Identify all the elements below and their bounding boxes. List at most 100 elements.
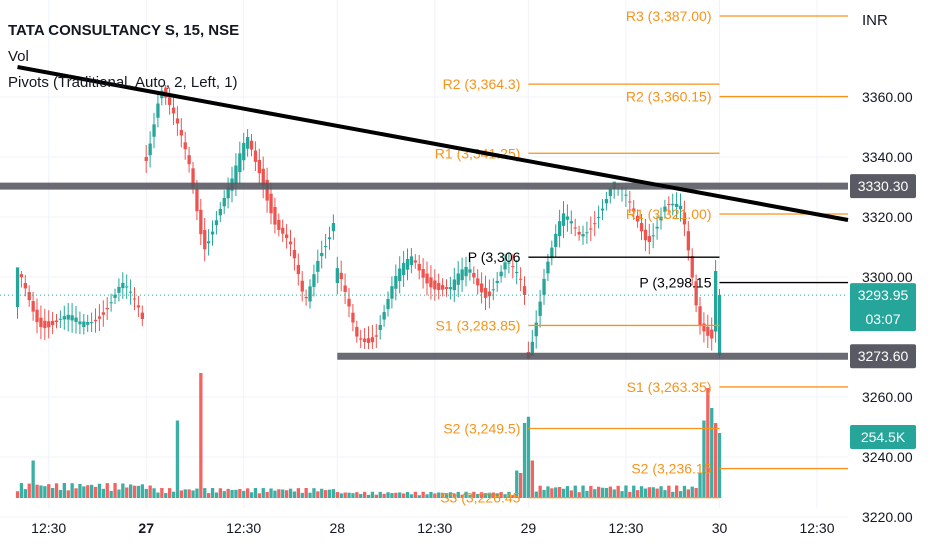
candle-body: [717, 295, 722, 355]
candle-body: [214, 220, 219, 226]
volume-bar: [682, 485, 687, 498]
volume-bar: [460, 494, 464, 498]
volume-bar: [246, 488, 250, 498]
resistance-price-badge-bg: [850, 174, 916, 199]
volume-bar: [15, 491, 20, 498]
y-tick-label: 3340.00: [862, 149, 913, 165]
last-price-badge-text: 3293.95: [858, 287, 909, 303]
candle-body: [66, 314, 70, 320]
volume-bar: [160, 488, 164, 498]
candle-body: [405, 258, 410, 270]
candle-body: [460, 269, 464, 281]
candle-body: [101, 312, 105, 315]
volume-bar: [577, 492, 581, 498]
volume-bar: [480, 492, 484, 498]
candle-body: [643, 229, 648, 241]
candle-body: [534, 322, 538, 337]
candle-body: [253, 150, 258, 162]
volume-bar: [612, 489, 616, 498]
candle-body: [507, 262, 511, 264]
volume-bar: [491, 492, 495, 498]
candle-body: [179, 130, 183, 136]
candle-body: [125, 286, 129, 288]
volume-bar: [300, 492, 304, 498]
volume-bar: [281, 489, 285, 498]
volume-bar: [444, 493, 449, 498]
volume-bar: [604, 487, 609, 498]
volume-bar: [678, 491, 683, 498]
candle-body: [246, 137, 250, 149]
candle-body: [277, 219, 281, 230]
volume-bar: [66, 490, 70, 498]
candle-body: [78, 321, 82, 325]
symbol-title[interactable]: TATA CONSULTANCY S, 15, NSE: [8, 22, 240, 39]
candle-body: [304, 296, 308, 299]
candles: [15, 85, 722, 360]
volume-bar: [456, 491, 460, 498]
candle-body: [191, 168, 195, 188]
candle-body: [503, 262, 507, 270]
volume-bar: [335, 492, 339, 498]
volume-bar: [261, 488, 265, 498]
candle-body: [542, 278, 546, 295]
candle-body: [632, 208, 636, 212]
candle-body: [136, 305, 141, 308]
volume-bar: [643, 488, 648, 498]
candle-body: [409, 256, 414, 265]
volume-bar: [296, 488, 300, 498]
candle-body: [565, 216, 570, 220]
indicator-volume[interactable]: Vol: [8, 48, 29, 65]
candle-body: [288, 241, 293, 245]
candle-body: [546, 261, 550, 274]
indicator-pivots[interactable]: Pivots (Traditional, Auto, 2, Left, 1): [8, 74, 238, 91]
pivot-label: S1 (3,283.85): [436, 317, 521, 333]
candle-body: [195, 188, 199, 212]
volume-bar: [589, 485, 593, 498]
last-price-badge-bg: [850, 283, 916, 332]
trendline: [17, 65, 849, 222]
volume-bar: [659, 486, 663, 498]
y-tick-label: 3220.00: [862, 509, 913, 525]
candle-body: [140, 312, 144, 319]
candle-body: [171, 107, 176, 114]
volume-bar: [394, 492, 398, 498]
volume-bar: [647, 487, 651, 498]
volume-bar: [546, 486, 550, 498]
candle-body: [597, 217, 601, 219]
candle-body: [378, 324, 382, 330]
candle-body: [647, 236, 651, 243]
volume-bar: [710, 408, 714, 498]
candle-body: [265, 179, 269, 201]
last-volume-badge-text: 254.5K: [861, 429, 906, 445]
volume-bar: [511, 495, 515, 498]
volume-bar: [101, 488, 105, 498]
candle-body: [608, 189, 612, 197]
candle-body: [226, 187, 230, 199]
candle-body: [269, 193, 273, 214]
candle-body: [511, 266, 515, 268]
candle-body: [589, 228, 593, 230]
support-price-badge-text: 3273.60: [858, 348, 909, 364]
candle-body: [351, 312, 355, 323]
candle-body: [628, 201, 632, 203]
volume-bar: [164, 493, 168, 498]
candle-body: [109, 302, 113, 304]
candle-body: [456, 273, 460, 285]
volume-bar: [273, 490, 277, 498]
candle-body: [452, 279, 456, 291]
candle-body: [694, 281, 698, 306]
candle-body: [355, 326, 359, 337]
volume-bar: [628, 491, 632, 498]
candle-body: [581, 234, 585, 237]
volume-bar: [121, 483, 125, 498]
candle-body: [47, 321, 51, 328]
volume-bar: [54, 483, 59, 498]
volume-bar: [191, 490, 195, 498]
x-tick-label: 12:30: [417, 520, 452, 536]
candle-body: [82, 321, 86, 327]
volume-bar: [702, 420, 706, 498]
candle-body: [686, 231, 690, 251]
candle-body: [234, 165, 238, 184]
volume-bar: [441, 492, 445, 498]
